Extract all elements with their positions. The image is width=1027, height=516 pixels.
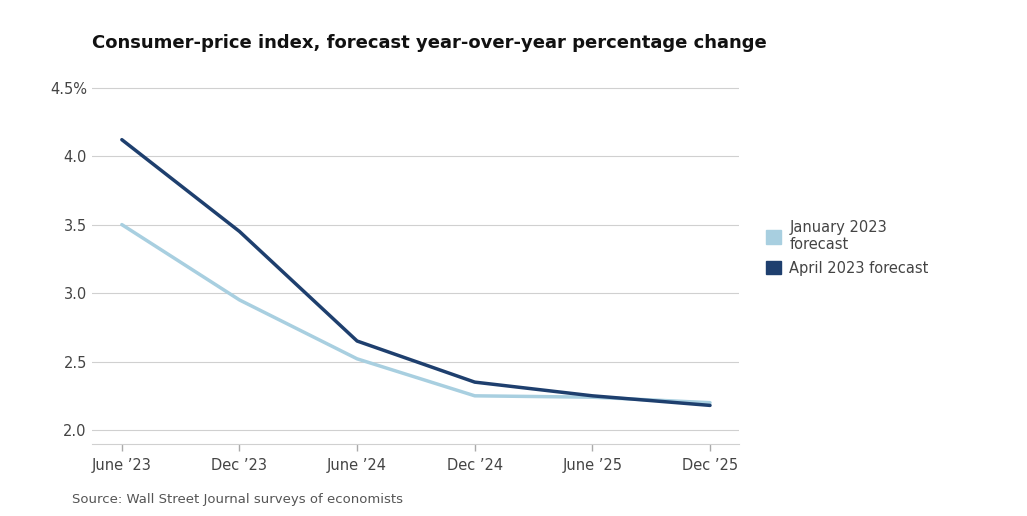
Text: Source: Wall Street Journal surveys of economists: Source: Wall Street Journal surveys of e… <box>72 493 403 506</box>
Legend: January 2023
forecast, April 2023 forecast: January 2023 forecast, April 2023 foreca… <box>766 220 928 276</box>
Text: Consumer-price index, forecast year-over-year percentage change: Consumer-price index, forecast year-over… <box>92 34 767 52</box>
